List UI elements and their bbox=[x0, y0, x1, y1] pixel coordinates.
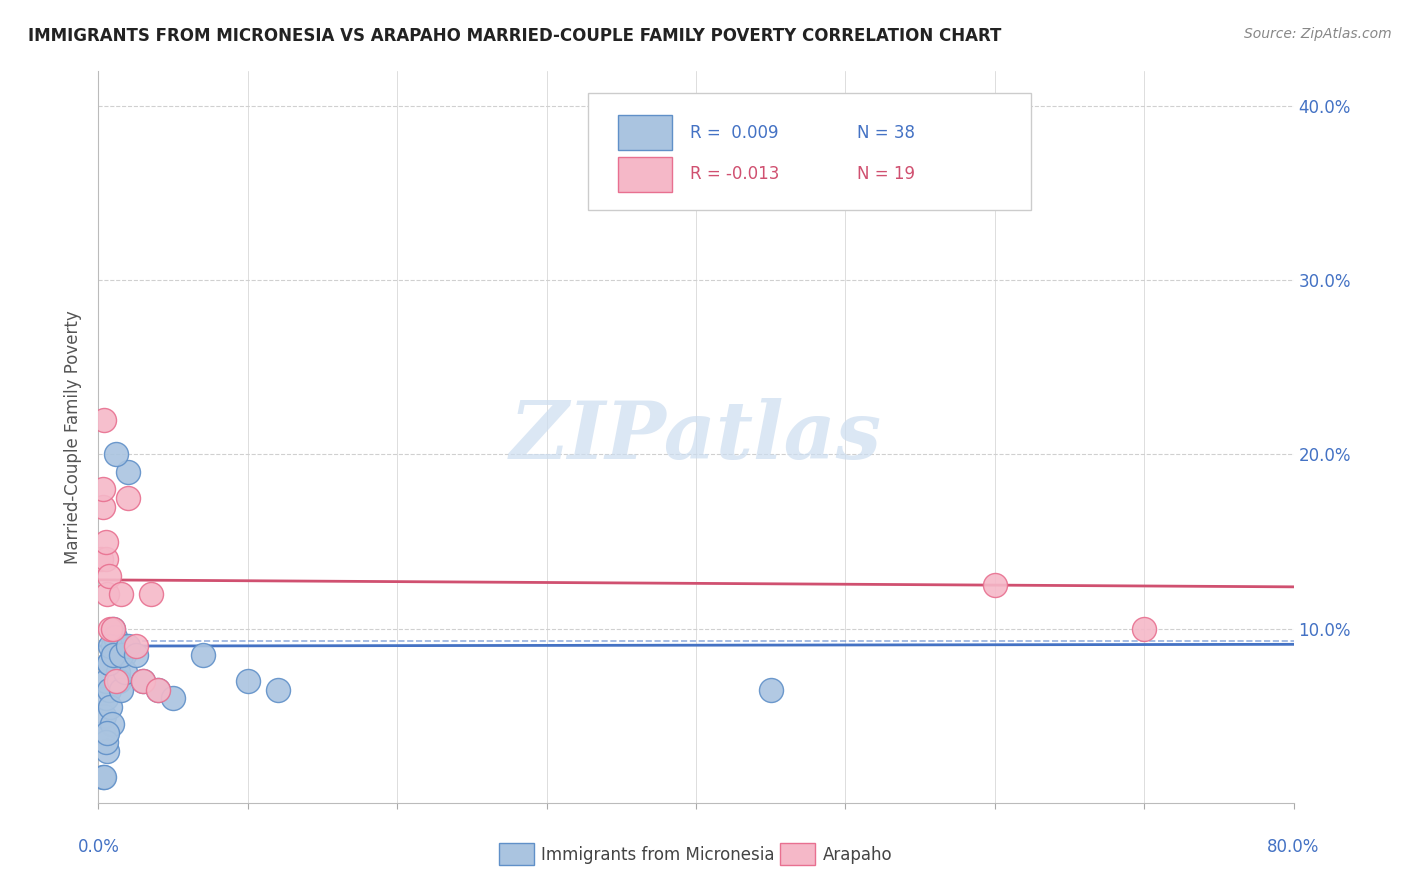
Point bbox=[267, 682, 290, 697]
Point bbox=[132, 673, 155, 688]
Point bbox=[112, 648, 135, 662]
Point bbox=[162, 691, 184, 706]
Point bbox=[96, 743, 118, 757]
Point bbox=[117, 491, 139, 505]
Text: R = -0.013: R = -0.013 bbox=[690, 166, 779, 184]
Point bbox=[111, 639, 134, 653]
Point bbox=[105, 448, 128, 462]
Point bbox=[105, 673, 128, 688]
Point bbox=[91, 483, 114, 497]
Text: Source: ZipAtlas.com: Source: ZipAtlas.com bbox=[1244, 27, 1392, 41]
Point bbox=[97, 569, 120, 583]
Point bbox=[103, 622, 125, 636]
Point bbox=[984, 578, 1007, 592]
Bar bbox=[619, 115, 672, 151]
Point bbox=[96, 726, 118, 740]
Text: IMMIGRANTS FROM MICRONESIA VS ARAPAHO MARRIED-COUPLE FAMILY POVERTY CORRELATION : IMMIGRANTS FROM MICRONESIA VS ARAPAHO MA… bbox=[28, 27, 1001, 45]
Point bbox=[103, 639, 125, 653]
Point bbox=[94, 673, 117, 688]
Point bbox=[97, 682, 120, 697]
Point bbox=[105, 648, 128, 662]
Point bbox=[139, 587, 162, 601]
Point bbox=[236, 673, 259, 688]
Point bbox=[114, 665, 136, 680]
Text: R =  0.009: R = 0.009 bbox=[690, 124, 779, 142]
Point bbox=[100, 639, 122, 653]
Point bbox=[110, 648, 132, 662]
Point bbox=[94, 691, 117, 706]
Point bbox=[96, 587, 118, 601]
Point bbox=[191, 648, 214, 662]
Text: N = 38: N = 38 bbox=[858, 124, 915, 142]
Point bbox=[148, 682, 170, 697]
Point bbox=[132, 673, 155, 688]
Point bbox=[100, 700, 122, 714]
Text: ZIPatlas: ZIPatlas bbox=[510, 399, 882, 475]
Point bbox=[94, 552, 117, 566]
Point bbox=[104, 631, 127, 645]
Point bbox=[117, 465, 139, 479]
Point bbox=[93, 708, 115, 723]
Point bbox=[108, 673, 131, 688]
Point bbox=[125, 639, 148, 653]
Point bbox=[759, 682, 782, 697]
Point bbox=[91, 726, 114, 740]
Point bbox=[107, 665, 129, 680]
Point bbox=[148, 682, 170, 697]
Point bbox=[91, 770, 114, 784]
Text: Immigrants from Micronesia: Immigrants from Micronesia bbox=[541, 846, 775, 863]
Text: Arapaho: Arapaho bbox=[823, 846, 893, 863]
Y-axis label: Married-Couple Family Poverty: Married-Couple Family Poverty bbox=[65, 310, 83, 564]
Point bbox=[97, 657, 120, 671]
Point bbox=[93, 412, 115, 426]
Point bbox=[90, 552, 112, 566]
Point bbox=[94, 735, 117, 749]
Point bbox=[110, 587, 132, 601]
Point bbox=[103, 648, 125, 662]
Point bbox=[1133, 622, 1156, 636]
Text: N = 19: N = 19 bbox=[858, 166, 915, 184]
Point bbox=[125, 648, 148, 662]
Point bbox=[97, 657, 120, 671]
Point bbox=[91, 500, 114, 514]
FancyBboxPatch shape bbox=[588, 94, 1031, 211]
Point bbox=[94, 534, 117, 549]
Text: 80.0%: 80.0% bbox=[1267, 838, 1320, 856]
Point bbox=[101, 717, 124, 731]
Point bbox=[117, 639, 139, 653]
Point bbox=[110, 682, 132, 697]
Point bbox=[93, 770, 115, 784]
Bar bbox=[619, 157, 672, 192]
Text: 0.0%: 0.0% bbox=[77, 838, 120, 856]
Point bbox=[103, 622, 125, 636]
Point bbox=[100, 622, 122, 636]
